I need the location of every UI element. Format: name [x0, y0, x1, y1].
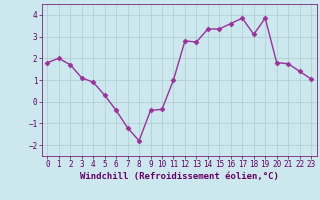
X-axis label: Windchill (Refroidissement éolien,°C): Windchill (Refroidissement éolien,°C) — [80, 172, 279, 181]
